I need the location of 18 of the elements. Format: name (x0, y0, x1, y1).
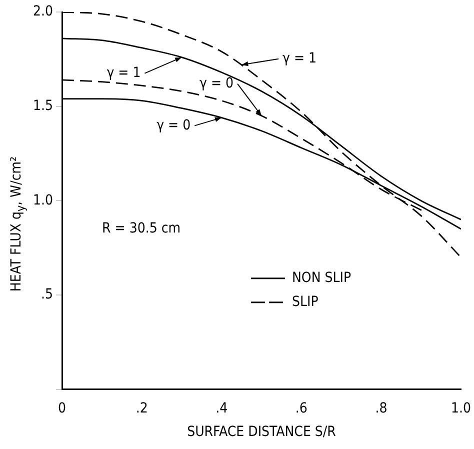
annotation: R = 30.5 cm (102, 220, 181, 237)
x-tick-label: 1.0 (450, 400, 472, 416)
annotation: γ = 1 (282, 50, 317, 66)
x-tick-label: .4 (216, 400, 228, 416)
annotation: γ = 0 (156, 117, 191, 134)
x-tick-label: .2 (136, 400, 148, 416)
y-tick-label: 1.0 (32, 192, 54, 208)
y-tick-label: .5 (41, 286, 54, 303)
legend-label: NON SLIP (292, 270, 352, 286)
annotation: γ = 1 (106, 64, 141, 81)
x-tick-label: 0 (58, 400, 66, 416)
x-tick-label: .8 (375, 400, 388, 416)
x-tick-label: .6 (295, 400, 308, 416)
y-tick-label: 2.0 (32, 4, 54, 20)
x-axis-title: SURFACE DISTANCE S/R (187, 424, 336, 440)
y-tick-label: 1.5 (32, 98, 54, 114)
legend-label: SLIP (292, 294, 319, 310)
annotation: γ = 0 (199, 75, 234, 92)
